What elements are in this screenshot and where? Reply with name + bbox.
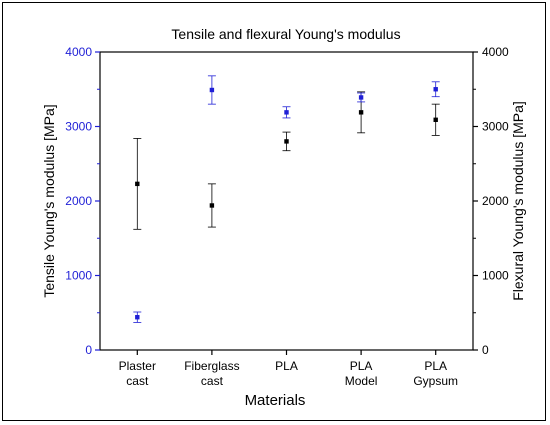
x-tick-label: Gypsum xyxy=(413,374,458,388)
x-tick-label: PLA xyxy=(350,359,373,373)
y-tick-label-right: 4000 xyxy=(482,45,509,59)
y-tick-label-right: 0 xyxy=(482,343,489,357)
y-axis-label-left: Tensile Young's modulus [MPa] xyxy=(41,104,57,297)
tensile-point xyxy=(209,203,215,208)
tensile-point xyxy=(358,110,364,115)
y-tick-label-right: 3000 xyxy=(482,120,509,134)
y-axis-label-right: Flexural Young's modulus [MPa] xyxy=(510,101,526,301)
y-tick-label-left: 1000 xyxy=(65,269,92,283)
flexural-point xyxy=(358,95,364,100)
flexural-point xyxy=(284,110,289,115)
chart-title: Tensile and flexural Young's modulus xyxy=(171,26,400,42)
x-axis-label: Materials xyxy=(245,392,306,409)
x-tick-label: PLA xyxy=(424,359,447,373)
plot-area xyxy=(99,51,474,351)
y-tick-label-left: 4000 xyxy=(65,45,92,59)
x-tick-label: cast xyxy=(126,374,149,388)
y-tick-label-right: 2000 xyxy=(482,194,509,208)
x-tick-label: PLA xyxy=(275,359,298,373)
x-tick-label: Model xyxy=(345,374,378,388)
flexural-point xyxy=(433,87,438,92)
flexural-point xyxy=(135,315,140,320)
chart-frame xyxy=(2,2,546,421)
chart-marks: 0 0 1000 1000 2000 2000 3000 3000 4000 4000 Plaste… xyxy=(65,45,509,388)
tensile-point xyxy=(284,139,289,144)
x-tick-label: Fiberglass xyxy=(184,359,239,373)
x-tick-label: cast xyxy=(201,374,224,388)
y-tick-label-left: 2000 xyxy=(65,194,92,208)
flexural-point xyxy=(209,87,215,93)
y-tick-label-left: 3000 xyxy=(65,120,92,134)
y-tick-label-left: 0 xyxy=(85,343,92,357)
y-tick-label-right: 1000 xyxy=(482,269,509,283)
tensile-point xyxy=(135,181,140,187)
x-tick-label: Plaster xyxy=(119,359,156,373)
tensile-point xyxy=(433,117,438,122)
